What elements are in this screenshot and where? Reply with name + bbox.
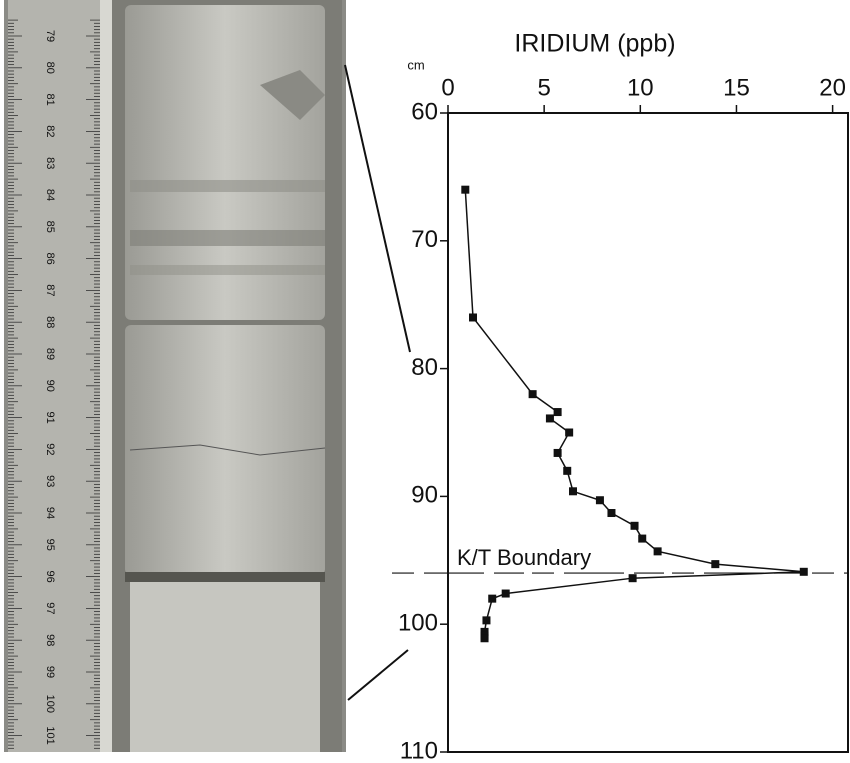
x-tick-label: 15 xyxy=(723,74,750,101)
core-photo xyxy=(4,0,410,752)
ruler-label: 84 xyxy=(44,189,56,201)
ruler-label: 90 xyxy=(44,380,56,392)
x-tick-label: 0 xyxy=(441,74,454,101)
chart: IRIDIUM (ppb) cm 0 5 10 15 20 60 70 80 90 100 110 K… xyxy=(392,30,848,763)
ruler-label: 82 xyxy=(44,125,56,137)
ruler-label: 88 xyxy=(44,316,56,328)
ruler-label: 91 xyxy=(44,411,56,423)
y-unit: cm xyxy=(407,57,424,72)
ruler-label: 89 xyxy=(44,348,56,360)
data-line xyxy=(465,190,803,639)
ruler-label: 81 xyxy=(44,93,56,105)
ruler-label: 93 xyxy=(44,475,56,487)
data-point xyxy=(554,449,562,457)
chart-title: IRIDIUM (ppb) xyxy=(514,30,675,58)
data-point xyxy=(488,595,496,603)
y-tick-label: 60 xyxy=(411,98,438,125)
ruler-label: 79 xyxy=(44,30,56,42)
x-tick-label: 10 xyxy=(627,74,654,101)
data-point xyxy=(596,496,604,504)
ruler-label: 87 xyxy=(44,284,56,296)
ruler-label: 95 xyxy=(44,539,56,551)
data-point xyxy=(481,634,489,642)
ruler-label: 86 xyxy=(44,252,56,264)
y-tick-label: 70 xyxy=(411,226,438,253)
x-tick-label: 20 xyxy=(819,74,846,101)
data-point xyxy=(711,560,719,568)
data-point xyxy=(607,509,615,517)
data-point xyxy=(638,535,646,543)
data-point xyxy=(565,429,573,437)
boundary-label: K/T Boundary xyxy=(457,545,591,570)
ruler-label: 85 xyxy=(44,221,56,233)
data-point xyxy=(482,616,490,624)
y-tick-label: 80 xyxy=(411,354,438,381)
ruler-label: 100 xyxy=(44,695,56,713)
data-point xyxy=(631,522,639,530)
data-point xyxy=(800,568,808,576)
ruler-label: 96 xyxy=(44,570,56,582)
ruler-label: 83 xyxy=(44,157,56,169)
data-point xyxy=(563,467,571,475)
data-point xyxy=(469,313,477,321)
plot-frame xyxy=(448,113,848,752)
data-point xyxy=(502,590,510,598)
data-point xyxy=(569,487,577,495)
x-tick-label: 5 xyxy=(537,74,550,101)
data-point xyxy=(654,547,662,555)
data-point xyxy=(554,408,562,416)
ruler-label: 99 xyxy=(44,666,56,678)
ruler-label: 80 xyxy=(44,62,56,74)
y-tick-label: 90 xyxy=(411,482,438,509)
ruler-label: 101 xyxy=(44,726,56,744)
ruler-label: 92 xyxy=(44,443,56,455)
ruler-label: 98 xyxy=(44,634,56,646)
figure: 79 80 81 82 83 84 85 86 87 88 89 90 91 92 93 94 95 96 97 98… xyxy=(0,0,850,763)
y-tick-label: 110 xyxy=(400,737,438,763)
y-tick-label: 100 xyxy=(398,610,438,637)
data-point xyxy=(529,390,537,398)
ruler-label: 97 xyxy=(44,602,56,614)
ruler-label: 94 xyxy=(44,507,56,519)
data-point xyxy=(461,186,469,194)
data-point xyxy=(629,574,637,582)
data-point xyxy=(546,414,554,422)
